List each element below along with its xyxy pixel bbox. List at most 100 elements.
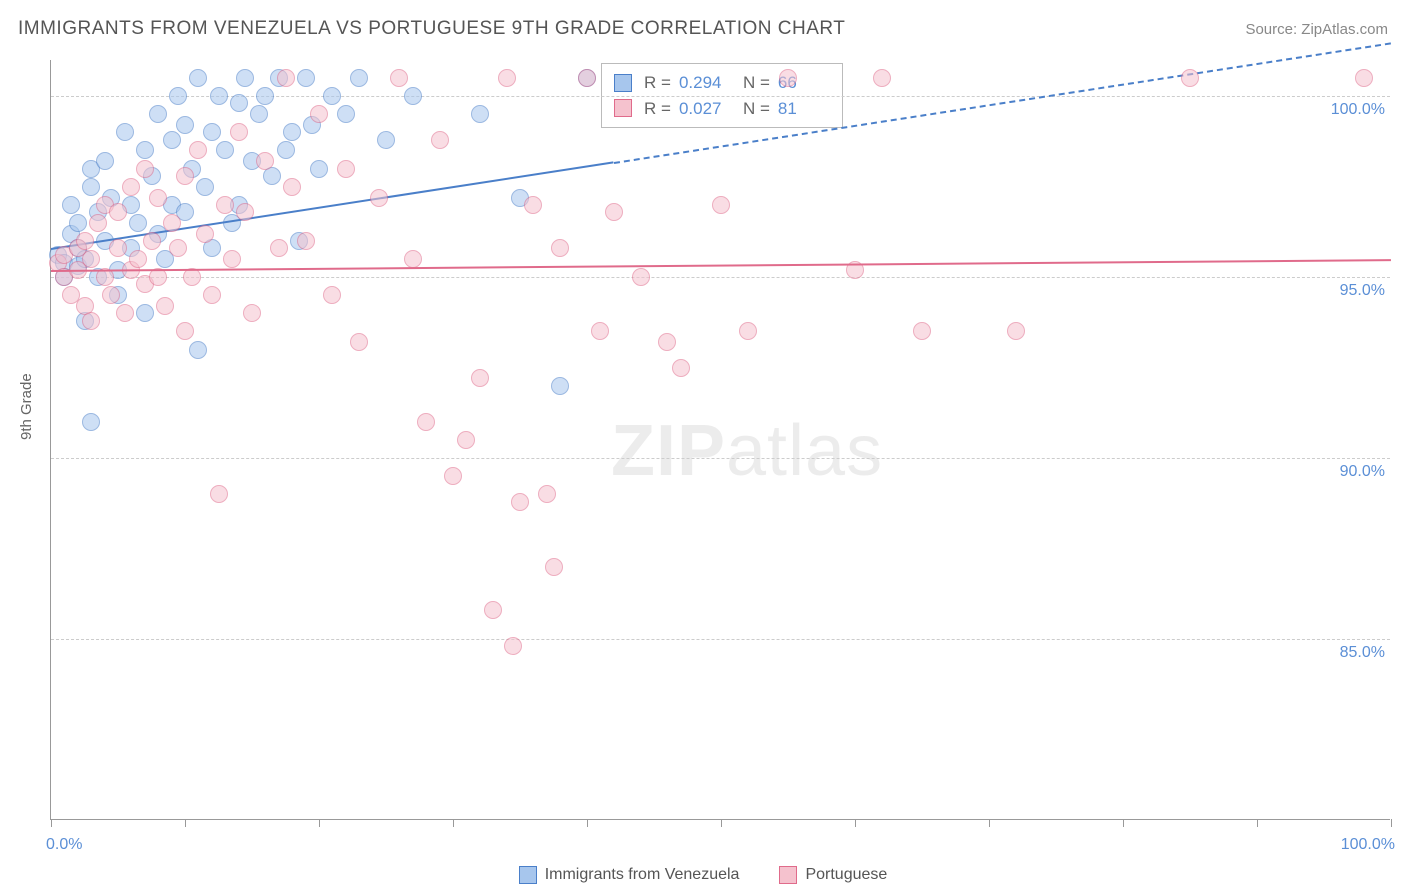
scatter-point [1007, 322, 1025, 340]
y-axis-label: 9th Grade [18, 373, 35, 440]
scatter-point [873, 69, 891, 87]
scatter-point [350, 333, 368, 351]
scatter-point [484, 601, 502, 619]
scatter-point [310, 105, 328, 123]
x-tick [587, 819, 588, 827]
scatter-point [545, 558, 563, 576]
stat-r-value: 0.027 [679, 96, 731, 122]
stats-row: R =0.294N =66 [614, 70, 830, 96]
scatter-point [323, 87, 341, 105]
legend-label: Portuguese [805, 866, 887, 884]
x-tick [989, 819, 990, 827]
scatter-point [551, 377, 569, 395]
scatter-point [431, 131, 449, 149]
watermark-light: atlas [726, 411, 883, 491]
x-tick [855, 819, 856, 827]
gridline [51, 277, 1390, 278]
scatter-point [149, 189, 167, 207]
scatter-point [297, 69, 315, 87]
legend-item: Portuguese [779, 866, 887, 884]
scatter-point [632, 268, 650, 286]
x-tick [453, 819, 454, 827]
y-tick-label: 90.0% [1340, 463, 1395, 481]
x-tick [1257, 819, 1258, 827]
scatter-point [913, 322, 931, 340]
scatter-point [323, 286, 341, 304]
scatter-point [156, 297, 174, 315]
stat-r-label: R = [644, 96, 671, 122]
stat-n-label: N = [743, 96, 770, 122]
scatter-point [143, 232, 161, 250]
scatter-point [129, 250, 147, 268]
scatter-point [404, 250, 422, 268]
scatter-point [277, 69, 295, 87]
scatter-point [236, 69, 254, 87]
scatter-point [76, 232, 94, 250]
scatter-point [230, 123, 248, 141]
scatter-point [779, 69, 797, 87]
scatter-point [216, 196, 234, 214]
stats-row: R = 0.027 N = 81 [614, 96, 830, 122]
scatter-point [270, 239, 288, 257]
scatter-point [283, 123, 301, 141]
series-swatch [614, 74, 632, 92]
x-tick [51, 819, 52, 827]
scatter-point [102, 286, 120, 304]
chart-title: IMMIGRANTS FROM VENEZUELA VS PORTUGUESE … [18, 18, 845, 40]
gridline [51, 96, 1390, 97]
scatter-point [129, 214, 147, 232]
legend-item: Immigrants from Venezuela [519, 866, 740, 884]
scatter-point [216, 141, 234, 159]
scatter-point [1181, 69, 1199, 87]
scatter-point [149, 105, 167, 123]
scatter-point [377, 131, 395, 149]
scatter-point [196, 178, 214, 196]
scatter-point [498, 69, 516, 87]
scatter-point [176, 116, 194, 134]
scatter-point [122, 178, 140, 196]
scatter-point [444, 467, 462, 485]
y-tick-label: 95.0% [1340, 282, 1395, 300]
scatter-point [169, 239, 187, 257]
plot-area: ZIPatlas 0.0% 100.0% R =0.294N =66R =0.0… [50, 60, 1390, 820]
x-tick [721, 819, 722, 827]
y-tick-label: 100.0% [1331, 101, 1395, 119]
scatter-point [196, 225, 214, 243]
scatter-point [591, 322, 609, 340]
scatter-point [243, 304, 261, 322]
gridline [51, 639, 1390, 640]
scatter-point [538, 485, 556, 503]
scatter-point [109, 203, 127, 221]
scatter-point [524, 196, 542, 214]
scatter-point [82, 250, 100, 268]
stat-n-value: 81 [778, 96, 830, 122]
legend-label: Immigrants from Venezuela [545, 866, 740, 884]
scatter-point [176, 322, 194, 340]
legend-swatch [779, 866, 797, 884]
scatter-point [250, 105, 268, 123]
scatter-point [511, 493, 529, 511]
chart-header: IMMIGRANTS FROM VENEZUELA VS PORTUGUESE … [18, 18, 1388, 40]
scatter-point [230, 94, 248, 112]
scatter-point [390, 69, 408, 87]
x-tick [1123, 819, 1124, 827]
gridline [51, 458, 1390, 459]
scatter-point [62, 196, 80, 214]
scatter-point [277, 141, 295, 159]
x-tick [319, 819, 320, 827]
scatter-point [136, 304, 154, 322]
scatter-point [283, 178, 301, 196]
scatter-point [605, 203, 623, 221]
scatter-point [116, 304, 134, 322]
scatter-point [169, 87, 187, 105]
watermark-bold: ZIP [611, 411, 726, 491]
scatter-point [739, 322, 757, 340]
scatter-point [471, 369, 489, 387]
trend-line [51, 259, 1391, 272]
scatter-point [404, 87, 422, 105]
scatter-point [551, 239, 569, 257]
stat-r-label: R = [644, 70, 671, 96]
x-axis-max-label: 100.0% [1341, 836, 1395, 854]
scatter-point [672, 359, 690, 377]
scatter-point [457, 431, 475, 449]
